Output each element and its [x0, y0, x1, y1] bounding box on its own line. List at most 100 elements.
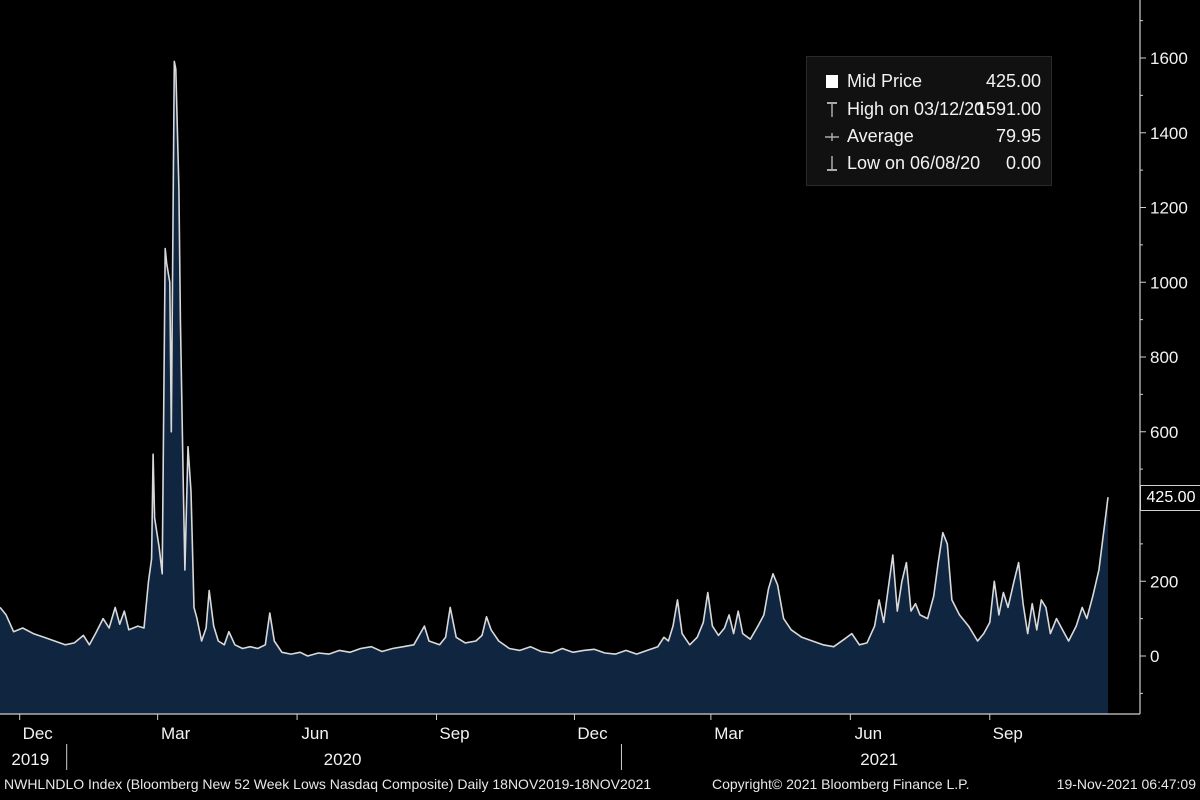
data-point: [663, 637, 665, 639]
data-point: [994, 581, 996, 583]
data-point: [672, 625, 674, 627]
data-point: [1013, 581, 1015, 583]
data-point: [455, 637, 457, 639]
footer-security-description: NWHLNDLO Index (Bloomberg New 52 Week Lo…: [4, 776, 652, 792]
data-point: [402, 646, 404, 648]
data-point: [1050, 633, 1052, 635]
data-point: [148, 581, 150, 583]
data-point: [915, 603, 917, 605]
data-point: [95, 633, 97, 635]
mid-price-icon: [826, 75, 838, 88]
x-tick-label: Jun: [855, 724, 882, 743]
data-point: [625, 650, 627, 652]
data-point: [5, 614, 7, 616]
data-point: [822, 644, 824, 646]
data-point: [937, 562, 939, 564]
data-point: [187, 446, 189, 448]
data-point: [228, 631, 230, 633]
legend-label: High on 03/12/20: [847, 99, 985, 119]
series-line: [0, 60, 1109, 657]
data-point: [490, 629, 492, 631]
data-point: [968, 625, 970, 627]
data-point: [1075, 625, 1077, 627]
legend-row-low: Low on 06/08/20 0.00: [807, 151, 1051, 177]
data-point: [318, 652, 320, 654]
data-point: [381, 651, 383, 653]
data-point: [1068, 640, 1070, 642]
data-point: [89, 644, 91, 646]
data-point: [257, 648, 259, 650]
data-point: [737, 610, 739, 612]
data-point: [1036, 629, 1038, 631]
footer-timestamp: 19-Nov-2021 06:47:09: [1056, 776, 1196, 792]
data-point: [190, 491, 192, 493]
data-point: [119, 623, 121, 625]
data-point: [164, 248, 166, 250]
data-point: [883, 622, 885, 624]
data-point: [54, 640, 56, 642]
data-point: [1031, 603, 1033, 605]
data-point: [901, 581, 903, 583]
data-point: [583, 650, 585, 652]
data-point: [718, 635, 720, 637]
data-point: [562, 648, 564, 650]
data-point: [750, 638, 752, 640]
data-point: [530, 646, 532, 648]
data-point: [124, 610, 126, 612]
legend-label: Average: [847, 126, 914, 146]
data-point: [445, 637, 447, 639]
data-point: [143, 627, 145, 629]
data-point: [339, 650, 341, 652]
data-point: [636, 653, 638, 655]
data-point: [265, 644, 267, 646]
data-point: [615, 653, 617, 655]
data-point: [897, 610, 899, 612]
data-point: [328, 653, 330, 655]
x-year-label: 2019: [11, 750, 49, 769]
data-point: [668, 640, 670, 642]
data-point: [349, 652, 351, 654]
plot-area: [0, 60, 1109, 714]
data-point: [183, 491, 185, 493]
data-point: [158, 547, 160, 549]
data-point: [1086, 618, 1088, 620]
data-point: [201, 640, 203, 642]
data-point: [234, 644, 236, 646]
data-point: [657, 646, 659, 648]
data-point: [866, 642, 868, 644]
data-point: [174, 61, 176, 63]
data-point: [646, 650, 648, 652]
data-point: [689, 644, 691, 646]
data-point: [768, 588, 770, 590]
data-point: [977, 640, 979, 642]
x-tick-label: Sep: [439, 724, 469, 743]
data-point: [677, 599, 679, 601]
data-point: [224, 644, 226, 646]
data-point: [1081, 607, 1083, 609]
legend-row-mid-price: Mid Price 425.00: [807, 69, 1051, 95]
data-point: [193, 607, 195, 609]
data-point: [1041, 599, 1043, 601]
data-point: [22, 627, 24, 629]
data-point: [707, 592, 709, 594]
data-point: [998, 614, 1000, 616]
data-point: [989, 622, 991, 624]
data-point: [772, 573, 774, 575]
legend-value: 425.00: [985, 71, 1041, 91]
data-point: [439, 644, 441, 646]
legend-row-average: Average 79.95: [807, 124, 1051, 150]
legend-value: 1591.00: [975, 99, 1041, 119]
footer-copyright: Copyright© 2021 Bloomberg Finance L.P.: [712, 776, 970, 792]
data-point: [208, 590, 210, 592]
data-point: [540, 651, 542, 653]
data-point: [1018, 562, 1020, 564]
data-point: [910, 610, 912, 612]
data-point: [33, 633, 35, 635]
data-point: [166, 263, 168, 265]
data-point: [509, 648, 511, 650]
legend-label: Mid Price: [847, 71, 923, 91]
data-point: [13, 631, 15, 633]
data-point: [947, 543, 949, 545]
x-tick-label: Mar: [714, 724, 744, 743]
